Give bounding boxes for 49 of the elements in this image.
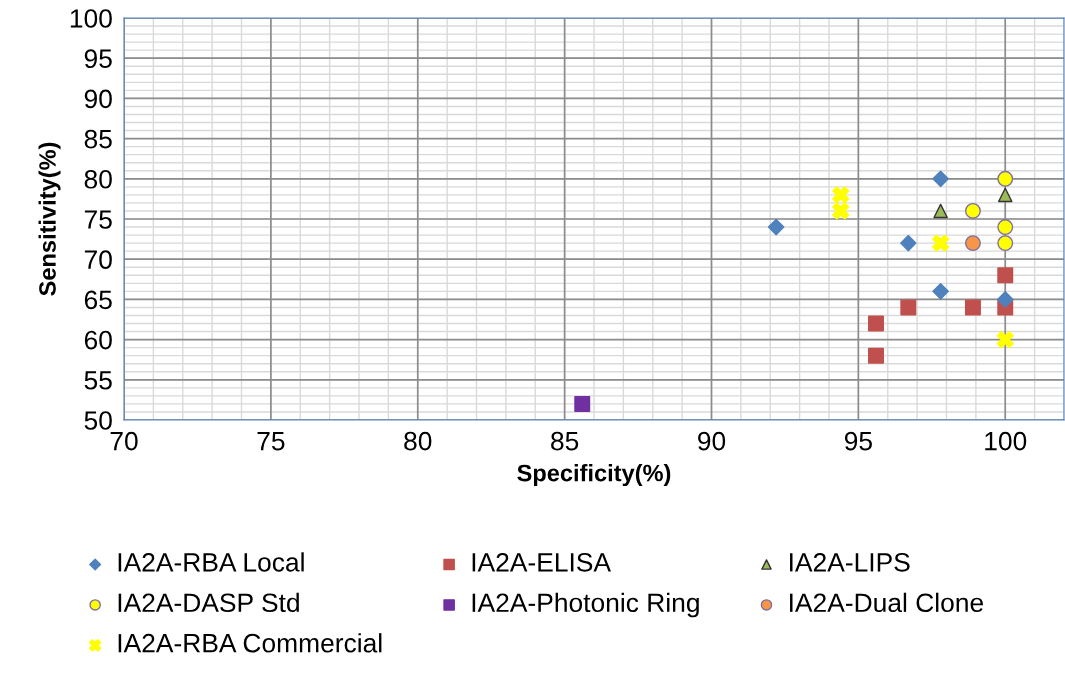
point xyxy=(932,283,949,300)
point xyxy=(964,235,981,252)
y-tick-label: 65 xyxy=(84,290,112,310)
point xyxy=(997,235,1014,252)
point xyxy=(868,315,884,332)
x-tick-label: 100 xyxy=(985,431,1027,451)
legend-label: IA2A-Dual Clone xyxy=(790,592,983,613)
point xyxy=(996,330,1014,349)
point xyxy=(900,299,917,316)
point xyxy=(932,170,949,188)
x-tick-label: 90 xyxy=(698,431,726,451)
legend-label: IA2A-RBA Commercial xyxy=(118,633,382,653)
x-tick-label: 70 xyxy=(110,431,138,451)
point xyxy=(900,234,917,252)
y-tick-label: 55 xyxy=(84,371,112,390)
point xyxy=(964,299,981,316)
legend-label: IA2A-Photonic Ring xyxy=(472,592,699,618)
point xyxy=(996,291,1014,308)
y-tick-label: 50 xyxy=(84,411,112,430)
y-tick-label: 80 xyxy=(84,169,112,189)
point xyxy=(574,395,591,412)
point xyxy=(964,202,981,219)
y-tick-label: 90 xyxy=(84,89,112,109)
x-tick-label: 75 xyxy=(257,432,285,451)
point xyxy=(997,267,1014,284)
x-tick-label: 80 xyxy=(404,431,432,451)
point xyxy=(997,187,1013,203)
x-axis-title: Specificity(%) xyxy=(517,464,671,487)
point xyxy=(997,170,1014,187)
point xyxy=(868,347,884,364)
y-tick-label: 70 xyxy=(84,250,112,270)
point xyxy=(832,186,850,204)
x-tick-label: 95 xyxy=(844,431,872,451)
y-tick-label: 100 xyxy=(70,9,112,28)
y-tick-label: 95 xyxy=(84,49,112,69)
legend-label: IA2A-LIPS xyxy=(790,552,910,572)
x-tick-label: 85 xyxy=(551,431,579,451)
point xyxy=(832,202,850,220)
y-tick-label: 85 xyxy=(84,129,112,149)
y-tick-label: 60 xyxy=(84,330,112,350)
y-axis-title: Sensitivity(%) xyxy=(38,142,61,296)
legend-label: IA2A-DASP Std xyxy=(118,592,299,613)
legend-label: IA2A-RBA Local xyxy=(118,552,304,572)
point xyxy=(997,219,1014,236)
legend-label: IA2A-ELISA xyxy=(472,552,611,572)
point xyxy=(767,218,785,236)
y-tick-label: 75 xyxy=(84,210,112,229)
point xyxy=(932,234,950,252)
point xyxy=(933,203,948,219)
